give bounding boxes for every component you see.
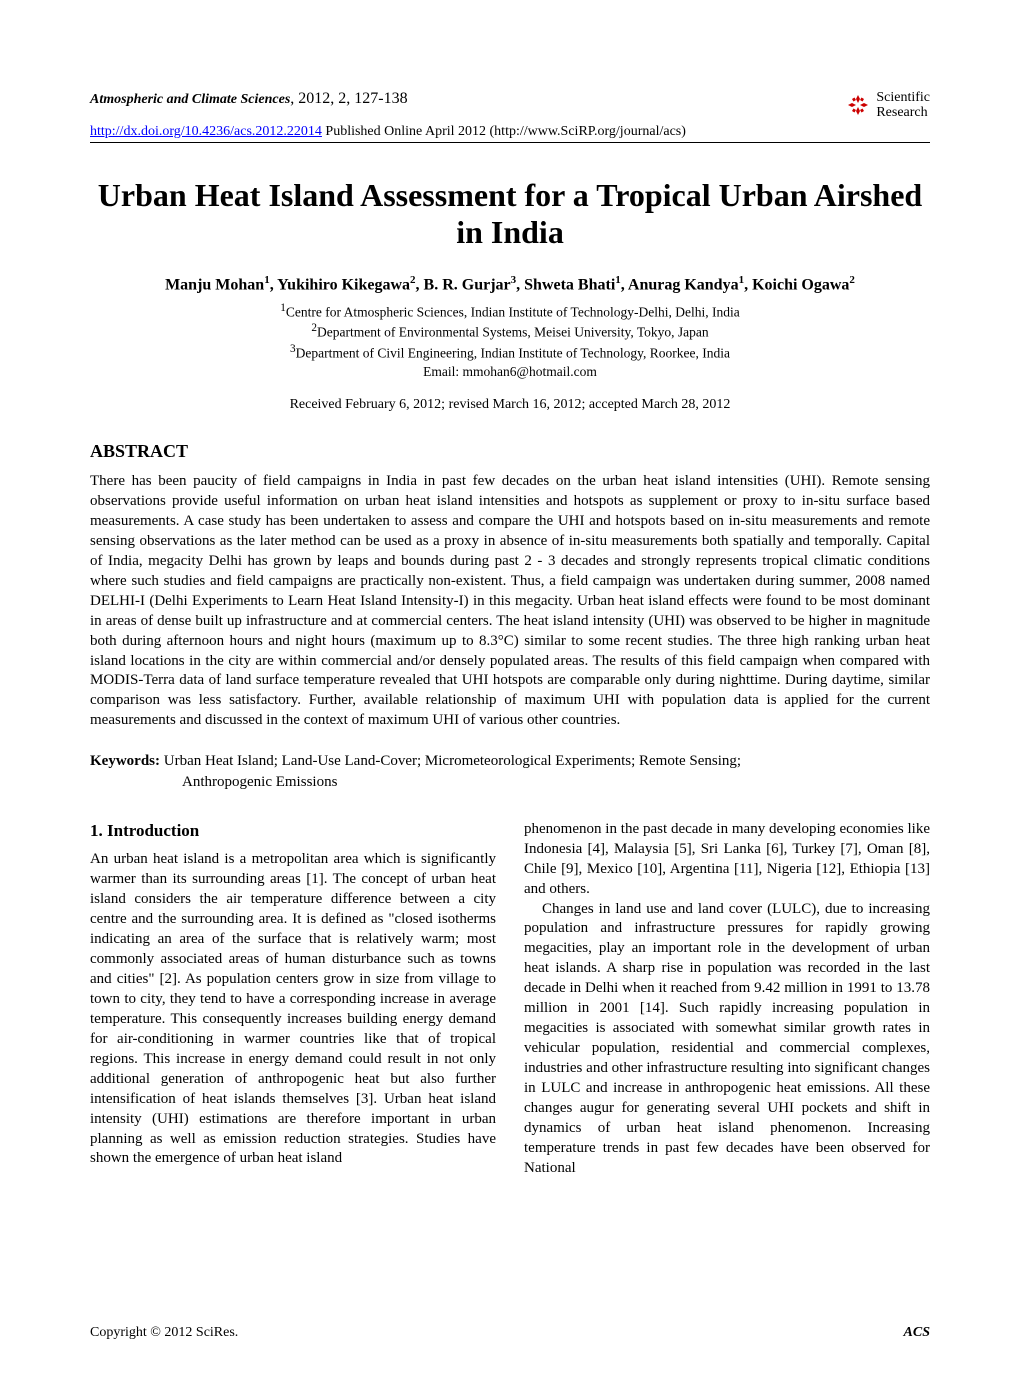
col2-para1: phenomenon in the past decade in many de… bbox=[524, 820, 930, 900]
page-footer: Copyright © 2012 SciRes. ACS bbox=[90, 1325, 930, 1341]
paper-title: Urban Heat Island Assessment for a Tropi… bbox=[90, 177, 930, 251]
published-info: Published Online April 2012 (http://www.… bbox=[322, 124, 686, 139]
logo-text-line1: Scientific bbox=[876, 90, 930, 105]
affiliations: 1Centre for Atmospheric Sciences, Indian… bbox=[90, 301, 930, 381]
journal-name: Atmospheric and Climate Sciences bbox=[90, 92, 290, 107]
keywords-line2: Anthropogenic Emissions bbox=[90, 772, 930, 792]
authors: Manju Mohan1, Yukihiro Kikegawa2, B. R. … bbox=[90, 274, 930, 294]
body-columns: 1. Introduction An urban heat island is … bbox=[90, 820, 930, 1179]
keywords-label: Keywords: bbox=[90, 753, 160, 769]
logo-text: Scientific Research bbox=[876, 90, 930, 121]
received-dates: Received February 6, 2012; revised March… bbox=[90, 397, 930, 413]
affiliation-2: 2Department of Environmental Systems, Me… bbox=[90, 321, 930, 342]
logo-icon bbox=[846, 93, 870, 117]
col2-para2: Changes in land use and land cover (LULC… bbox=[524, 900, 930, 1179]
affiliation-3: 3Department of Civil Engineering, Indian… bbox=[90, 342, 930, 363]
logo-text-line2: Research bbox=[876, 105, 930, 120]
keywords-line1: Urban Heat Island; Land-Use Land-Cover; … bbox=[160, 753, 741, 769]
doi-link[interactable]: http://dx.doi.org/10.4236/acs.2012.22014 bbox=[90, 124, 322, 139]
journal-line: Atmospheric and Climate Sciences, 2012, … bbox=[90, 90, 408, 108]
col1-para1: An urban heat island is a metropolitan a… bbox=[90, 850, 496, 1169]
keywords: Keywords: Urban Heat Island; Land-Use La… bbox=[90, 751, 930, 792]
journal-meta: , 2012, 2, 127-138 bbox=[290, 90, 407, 107]
publisher-logo: Scientific Research bbox=[846, 90, 930, 121]
email: Email: mmohan6@hotmail.com bbox=[90, 363, 930, 381]
abstract-text: There has been paucity of field campaign… bbox=[90, 472, 930, 731]
footer-journal-abbrev: ACS bbox=[904, 1325, 930, 1341]
column-right: phenomenon in the past decade in many de… bbox=[524, 820, 930, 1179]
affiliation-1: 1Centre for Atmospheric Sciences, Indian… bbox=[90, 301, 930, 322]
page-header: Atmospheric and Climate Sciences, 2012, … bbox=[90, 90, 930, 121]
intro-heading: 1. Introduction bbox=[90, 820, 496, 843]
footer-copyright: Copyright © 2012 SciRes. bbox=[90, 1325, 238, 1341]
doi-line: http://dx.doi.org/10.4236/acs.2012.22014… bbox=[90, 124, 930, 140]
column-left: 1. Introduction An urban heat island is … bbox=[90, 820, 496, 1179]
abstract-heading: ABSTRACT bbox=[90, 441, 930, 462]
header-rule bbox=[90, 142, 930, 143]
